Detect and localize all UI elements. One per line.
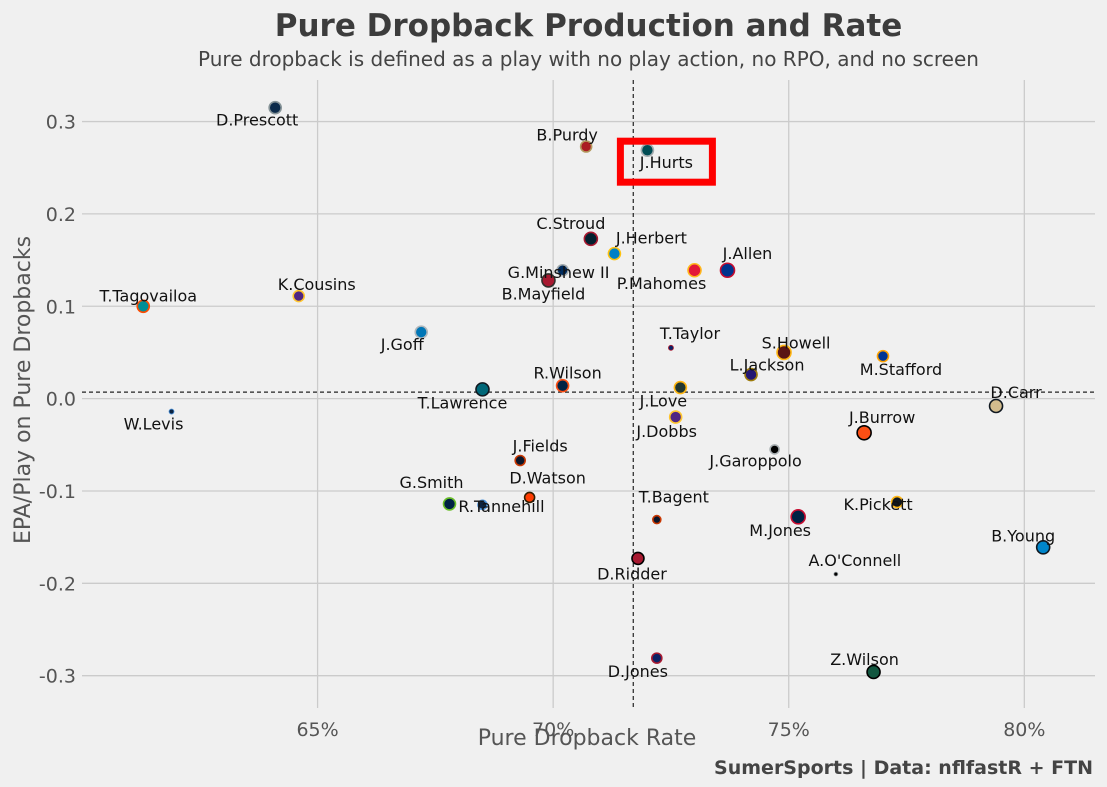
data-point [776, 344, 792, 361]
y-tick-label: -0.3 [39, 666, 76, 688]
data-point [866, 664, 881, 680]
x-axis-ticks: 65% 70% 75% 80% [296, 719, 1045, 741]
point-label: D.Prescott [216, 111, 298, 130]
y-axis-label: EPA/Play on Pure Dropbacks [11, 236, 36, 544]
data-point [668, 410, 683, 424]
point-label: G.Minshew II [508, 263, 610, 282]
data-point [579, 140, 593, 153]
data-point [769, 444, 780, 455]
data-point [631, 551, 645, 566]
reference-lines [82, 80, 1095, 708]
data-point [876, 349, 890, 363]
data-point [744, 367, 758, 382]
data-point [292, 289, 306, 303]
point-label: J.Dobbs [635, 422, 697, 441]
data-point [988, 398, 1004, 414]
data-point [1035, 540, 1051, 555]
point-label: J.Allen [722, 244, 773, 263]
data-point [555, 378, 570, 393]
point-label: S.Howell [762, 333, 831, 352]
point-label: K.Cousins [278, 275, 356, 294]
data-point [442, 497, 457, 511]
data-point [856, 424, 872, 441]
data-point [833, 571, 839, 577]
point-label: T.Lawrence [417, 393, 508, 412]
x-tick-label: 65% [296, 719, 338, 741]
chart-subtitle: Pure dropback is defined as a play with … [198, 47, 979, 71]
point-label: L.Jackson [730, 356, 805, 375]
data-point [477, 499, 488, 511]
point-labels: D.Prescott B.Purdy J.Hurts C.Stroud J.Herber… [98, 111, 1055, 681]
point-label: Z.Wilson [830, 650, 899, 669]
point-label: B.Young [991, 526, 1055, 545]
point-label: P.Mahomes [617, 274, 707, 293]
point-label: T.Taylor [659, 324, 721, 343]
data-point [607, 246, 622, 261]
chart-title: Pure Dropback Production and Rate [274, 8, 903, 44]
point-label: J.Hurts [639, 153, 693, 172]
data-point [268, 100, 282, 115]
data-point [514, 454, 526, 467]
y-tick-label: 0.3 [46, 112, 76, 134]
data-point [475, 382, 490, 397]
point-label: J.Burrow [848, 408, 915, 427]
data-point [168, 408, 175, 415]
data-point [890, 495, 904, 509]
data-point [651, 652, 663, 664]
data-point [687, 262, 702, 278]
highlight-box [616, 137, 716, 186]
data-point [790, 509, 806, 525]
point-label: D.Watson [509, 468, 586, 487]
point-label: J.Garoppolo [708, 451, 801, 470]
highlight-box-group [616, 137, 716, 186]
y-tick-label: 0.0 [46, 389, 76, 411]
point-label: M.Jones [749, 521, 811, 540]
x-tick-label: 80% [1003, 719, 1045, 741]
y-tick-label: -0.2 [39, 573, 76, 595]
grid-lines [82, 80, 1095, 708]
data-point [414, 325, 429, 339]
point-label: C.Stroud [536, 214, 605, 233]
data-point [719, 262, 736, 279]
point-label: K.Pickett [844, 495, 913, 514]
data-credit: SumerSports | Data: nflfastR + FTN [714, 757, 1093, 779]
y-tick-label: 0.2 [46, 204, 76, 226]
point-label: D.Jones [608, 662, 668, 681]
data-point [523, 491, 536, 504]
y-tick-label: 0.1 [46, 296, 76, 318]
x-tick-label: 75% [768, 719, 810, 741]
point-label: W.Levis [124, 415, 184, 434]
point-label: J.Love [639, 392, 688, 411]
x-tick-label: 70% [532, 719, 574, 741]
point-label: M.Stafford [860, 360, 942, 379]
point-label: G.Smith [399, 473, 463, 492]
point-label: T.Bagent [638, 488, 709, 507]
point-label: B.Purdy [536, 125, 598, 144]
point-label: J.Herbert [615, 229, 687, 248]
point-label: J.Goff [380, 335, 425, 354]
data-point [668, 344, 674, 351]
data-point [541, 273, 556, 288]
point-label: R.Tannehill [458, 497, 544, 516]
point-label: B.Mayfield [502, 284, 586, 303]
data-point [583, 231, 599, 247]
data-point [652, 514, 662, 525]
data-point [673, 380, 688, 395]
point-label: D.Carr [990, 383, 1042, 402]
point-label: D.Ridder [597, 564, 667, 583]
data-point [136, 299, 151, 314]
data-points [136, 100, 1051, 680]
point-label: T.Tagovailoa [98, 286, 197, 305]
point-label: A.O'Connell [809, 551, 902, 570]
point-label: R.Wilson [533, 364, 601, 383]
x-axis-label: Pure Dropback Rate [478, 726, 697, 751]
data-point [556, 263, 569, 277]
y-tick-label: -0.1 [39, 481, 76, 503]
y-axis-ticks: 0.3 0.2 0.1 0.0 -0.1 -0.2 -0.3 [39, 112, 76, 688]
point-label: J.Fields [512, 436, 568, 455]
